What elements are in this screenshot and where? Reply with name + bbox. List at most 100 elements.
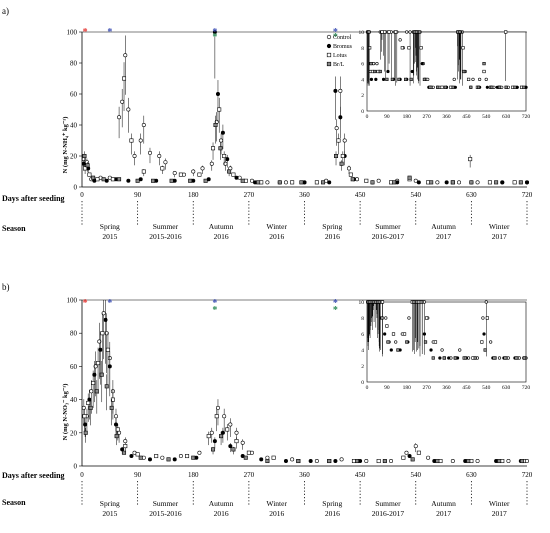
b-significance-star: * bbox=[333, 298, 338, 309]
a-inset-point bbox=[461, 46, 465, 50]
a-point-bromus bbox=[416, 180, 421, 185]
b-inset-point bbox=[425, 316, 429, 320]
b-point-lotus bbox=[416, 450, 421, 455]
a-point-brl bbox=[117, 177, 122, 182]
a-inset-x-tick-label: 630 bbox=[502, 114, 511, 120]
a-point-control bbox=[249, 178, 254, 183]
b-inset-point bbox=[407, 316, 411, 320]
a-inset-point bbox=[522, 85, 526, 89]
panel-b-days-label: Days after seeding bbox=[2, 471, 65, 480]
a-inset-frame bbox=[366, 31, 527, 112]
a-point-brl bbox=[213, 123, 218, 128]
b-inset-point bbox=[442, 356, 446, 360]
b-point-control bbox=[93, 364, 98, 369]
a-point-bromus bbox=[81, 161, 86, 166]
b-point-lotus bbox=[376, 459, 381, 464]
b-point-brl bbox=[122, 450, 127, 455]
b-season-year: 2016-2017 bbox=[372, 509, 405, 518]
a-point-lotus bbox=[348, 172, 353, 177]
b-inset-x-tick-label: 360 bbox=[442, 385, 451, 391]
a-point-lotus bbox=[83, 166, 88, 171]
a-inset-y-tick-label: 4 bbox=[361, 77, 364, 83]
a-inset-point bbox=[369, 77, 374, 81]
b-point-brl bbox=[435, 459, 440, 464]
a-point-control bbox=[163, 160, 168, 165]
b-point-control bbox=[265, 455, 270, 460]
a-point-brl bbox=[339, 161, 344, 166]
a-season-year: 2016 bbox=[214, 232, 229, 241]
b-point-lotus bbox=[105, 347, 110, 352]
a-inset-point bbox=[410, 69, 414, 74]
b-point-brl bbox=[166, 457, 171, 462]
a-season-year: 2016 bbox=[269, 232, 284, 241]
b-inset-point bbox=[412, 300, 416, 304]
a-point-control bbox=[141, 123, 146, 128]
panel-b-season-label: Season bbox=[2, 498, 26, 507]
a-x-tick-label: 360 bbox=[299, 191, 310, 199]
a-point-brl bbox=[299, 180, 304, 185]
a-inset-point bbox=[478, 77, 482, 81]
b-point-bromus bbox=[333, 459, 338, 464]
a-point-lotus bbox=[197, 172, 202, 177]
b-point-control bbox=[89, 389, 94, 394]
a-point-brl bbox=[350, 177, 355, 182]
b-x-tick-label: 180 bbox=[188, 471, 199, 479]
a-significance-star: * bbox=[83, 27, 88, 38]
a-inset-point bbox=[476, 85, 481, 89]
a-point-control bbox=[283, 180, 288, 185]
a-season-year: 2017 bbox=[436, 232, 451, 241]
b-season-year: 2017 bbox=[436, 509, 451, 518]
b-inset-y-tick-label: 4 bbox=[361, 348, 364, 354]
a-point-lotus bbox=[340, 154, 345, 159]
b-inset-point bbox=[394, 340, 398, 344]
a-x-tick-label: 630 bbox=[466, 191, 477, 199]
a-point-lotus bbox=[487, 180, 492, 185]
b-point-lotus bbox=[82, 414, 87, 419]
a-point-brl bbox=[101, 177, 106, 182]
a-inset-point bbox=[373, 69, 377, 74]
b-inset-point bbox=[402, 332, 407, 336]
b-point-brl bbox=[99, 372, 104, 377]
a-x-tick-label: 540 bbox=[411, 191, 422, 199]
a-inset-point bbox=[490, 85, 494, 89]
a-point-lotus bbox=[160, 166, 165, 171]
a-inset-point bbox=[405, 30, 409, 34]
a-point-brl bbox=[334, 154, 339, 159]
b-point-brl bbox=[211, 447, 216, 452]
b-point-lotus bbox=[206, 434, 211, 439]
b-inset-y-tick-label: 0 bbox=[361, 380, 364, 386]
a-point-brl bbox=[85, 163, 90, 168]
a-inset-point bbox=[417, 30, 422, 34]
b-point-lotus bbox=[246, 450, 251, 455]
a-point-control bbox=[147, 150, 152, 155]
b-inset-x-tick-label: 180 bbox=[403, 385, 412, 391]
a-season-year: 2017 bbox=[492, 232, 507, 241]
b-point-control bbox=[209, 430, 214, 435]
b-point-bromus bbox=[98, 347, 103, 352]
a-season-name: Spring bbox=[322, 222, 342, 231]
a-y-tick-label: 0 bbox=[74, 184, 78, 192]
a-point-control bbox=[126, 107, 131, 112]
b-point-control bbox=[413, 444, 418, 449]
b-point-lotus bbox=[154, 454, 159, 459]
a-inset-point bbox=[420, 61, 424, 66]
b-inset-x-tick-label: 540 bbox=[482, 385, 491, 391]
b-point-lotus bbox=[135, 452, 140, 457]
legend-marker-control bbox=[326, 34, 332, 40]
panel-a-days-label: Days after seeding bbox=[2, 194, 65, 203]
b-point-lotus bbox=[86, 400, 91, 405]
b-inset-point bbox=[377, 300, 381, 304]
b-point-bromus bbox=[228, 444, 233, 449]
legend-label-lotus: Lotus bbox=[333, 53, 347, 59]
a-point-bromus bbox=[500, 180, 505, 185]
a-point-brl bbox=[227, 169, 232, 174]
b-point-bromus bbox=[212, 439, 217, 444]
b-x-tick-label: 360 bbox=[299, 471, 310, 479]
b-point-control bbox=[178, 454, 183, 459]
a-x-tick-label: 450 bbox=[355, 191, 366, 199]
a-inset-point bbox=[400, 46, 404, 50]
a-point-control bbox=[346, 166, 351, 171]
b-inset-x-tick-label: 90 bbox=[384, 385, 390, 391]
b-inset-point bbox=[440, 348, 444, 352]
